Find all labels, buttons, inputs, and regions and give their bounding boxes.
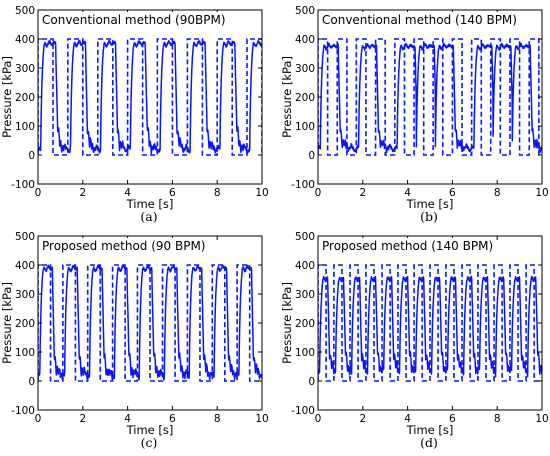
y-tick-label: -100 bbox=[11, 179, 35, 191]
y-tick-label: 300 bbox=[15, 63, 35, 75]
y-axis-label: Pressure [kPa] bbox=[280, 282, 294, 364]
reference-series-line bbox=[38, 38, 262, 156]
x-tick-label: 2 bbox=[79, 187, 86, 199]
x-tick-label: 8 bbox=[214, 413, 221, 425]
y-tick-label: 500 bbox=[295, 5, 315, 17]
x-tick-label: 0 bbox=[35, 413, 42, 425]
x-tick-label: 2 bbox=[359, 187, 366, 199]
x-tick-label: 2 bbox=[359, 413, 366, 425]
y-tick-label: 200 bbox=[295, 92, 315, 104]
y-tick-label: -100 bbox=[291, 405, 315, 417]
x-tick-label: 8 bbox=[494, 187, 501, 199]
title-backing bbox=[320, 238, 496, 253]
chart-panel-1: 0 2 4 6 8 10-1000100200300400500Conventional … bbox=[0, 5, 269, 224]
y-tick-label: 0 bbox=[308, 376, 315, 388]
panel-caption: (b) bbox=[420, 209, 438, 224]
x-tick-label: 0 bbox=[315, 187, 322, 199]
x-axis-label: Time [s] bbox=[406, 197, 454, 211]
x-tick-label: 6 bbox=[169, 413, 176, 425]
y-tick-label: 200 bbox=[15, 92, 35, 104]
y-axis-label: Pressure [kPa] bbox=[280, 56, 294, 138]
x-tick-label: 4 bbox=[124, 413, 131, 425]
measured-series-line bbox=[38, 39, 262, 155]
plot-area bbox=[318, 38, 542, 156]
x-tick-label: 8 bbox=[214, 187, 221, 199]
y-tick-label: 100 bbox=[295, 347, 315, 359]
title-backing bbox=[40, 12, 228, 27]
title-backing bbox=[40, 238, 208, 253]
y-tick-label: 400 bbox=[295, 260, 315, 272]
reference-series-line bbox=[318, 38, 542, 156]
panel-caption: (d) bbox=[420, 435, 438, 450]
plot-area bbox=[38, 38, 262, 156]
y-tick-label: 300 bbox=[15, 289, 35, 301]
y-tick-label: -100 bbox=[291, 179, 315, 191]
measured-series-line bbox=[38, 264, 262, 381]
y-tick-label: 200 bbox=[295, 318, 315, 330]
y-tick-label: 100 bbox=[295, 121, 315, 133]
chart-title: Proposed method (90 BPM) bbox=[42, 239, 206, 253]
y-tick-label: -100 bbox=[11, 405, 35, 417]
y-tick-label: 0 bbox=[28, 376, 35, 388]
x-tick-label: 10 bbox=[535, 413, 548, 425]
y-tick-label: 0 bbox=[308, 150, 315, 162]
x-tick-label: 0 bbox=[315, 413, 322, 425]
x-tick-label: 4 bbox=[404, 413, 411, 425]
panel-caption: (a) bbox=[140, 209, 157, 224]
y-tick-label: 400 bbox=[295, 34, 315, 46]
x-tick-label: 10 bbox=[255, 187, 268, 199]
y-axis-label: Pressure [kPa] bbox=[0, 282, 14, 364]
panel-caption: (c) bbox=[141, 435, 158, 450]
y-axis-label: Pressure [kPa] bbox=[0, 56, 14, 138]
y-tick-label: 400 bbox=[15, 34, 35, 46]
chart-title: Proposed method (140 BPM) bbox=[322, 239, 493, 253]
x-tick-label: 6 bbox=[449, 413, 456, 425]
x-axis-label: Time [s] bbox=[126, 423, 174, 437]
x-tick-label: 10 bbox=[535, 187, 548, 199]
measured-series-line bbox=[318, 42, 542, 154]
y-tick-label: 100 bbox=[15, 347, 35, 359]
y-tick-label: 100 bbox=[15, 121, 35, 133]
reference-series-line bbox=[318, 264, 542, 382]
x-tick-label: 4 bbox=[124, 187, 131, 199]
title-backing bbox=[320, 12, 519, 27]
y-tick-label: 0 bbox=[28, 150, 35, 162]
x-tick-label: 10 bbox=[255, 413, 268, 425]
x-tick-label: 0 bbox=[35, 187, 42, 199]
axes-frame bbox=[317, 9, 543, 185]
x-tick-label: 6 bbox=[449, 187, 456, 199]
measured-series-line bbox=[318, 275, 542, 378]
y-tick-label: 500 bbox=[295, 231, 315, 243]
x-axis-label: Time [s] bbox=[126, 197, 174, 211]
y-tick-label: 300 bbox=[295, 63, 315, 75]
x-axis-label: Time [s] bbox=[406, 423, 454, 437]
x-tick-label: 6 bbox=[169, 187, 176, 199]
chart-panel-2: 0 2 4 6 8 10-1000100200300400500Conventional … bbox=[280, 5, 549, 224]
chart-title: Conventional method (140 BPM) bbox=[322, 13, 517, 27]
y-tick-label: 300 bbox=[295, 289, 315, 301]
plot-area bbox=[38, 264, 262, 382]
chart-title: Conventional method (90BPM) bbox=[42, 13, 226, 27]
plot-area bbox=[318, 264, 542, 382]
x-tick-label: 2 bbox=[79, 413, 86, 425]
y-tick-label: 500 bbox=[15, 5, 35, 17]
x-tick-label: 8 bbox=[494, 413, 501, 425]
y-tick-label: 400 bbox=[15, 260, 35, 272]
y-tick-label: 500 bbox=[15, 231, 35, 243]
y-tick-label: 200 bbox=[15, 318, 35, 330]
reference-series-line bbox=[38, 264, 262, 382]
x-tick-label: 4 bbox=[404, 187, 411, 199]
